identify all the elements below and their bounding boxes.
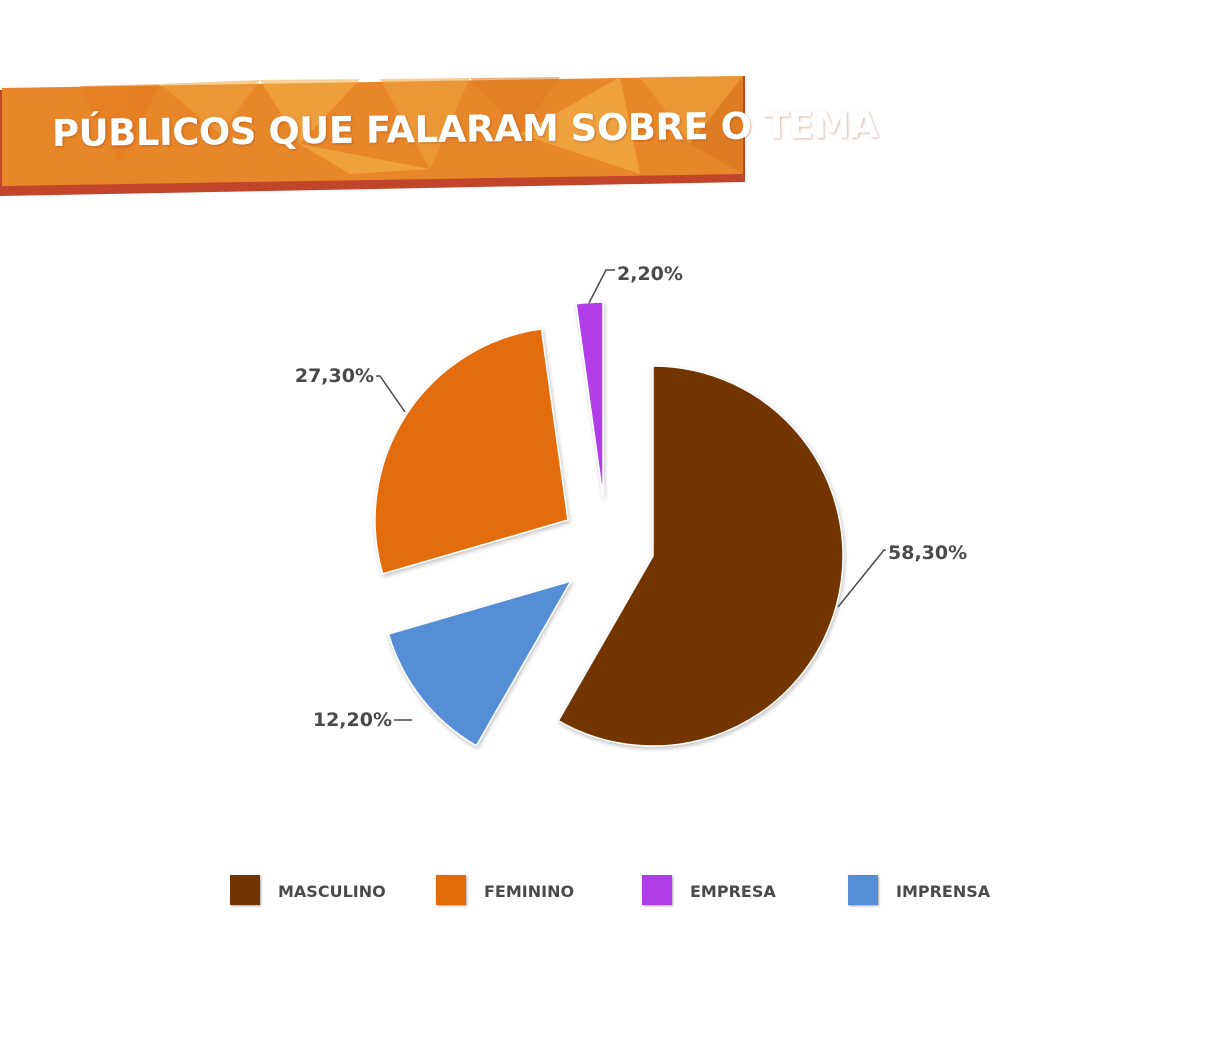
title-banner [0, 76, 745, 196]
banner-facets [80, 76, 743, 174]
pie-slice-masculino [557, 365, 844, 747]
legend-label: FEMININO [484, 882, 575, 901]
data-label: 12,20% [313, 709, 392, 731]
leader-line [837, 549, 886, 608]
pie-slice-feminino [374, 327, 569, 575]
pie-slice-imprensa [387, 579, 573, 747]
data-label: 58,30% [888, 542, 967, 564]
chart-legend: MASCULINO FEMININO EMPRESA IMPRENSA [230, 874, 1030, 910]
pie-slices [374, 301, 844, 747]
legend-swatch [848, 875, 878, 905]
legend-swatch [230, 875, 260, 905]
leader-line [588, 269, 615, 304]
legend-swatch [436, 875, 466, 905]
legend-label: MASCULINO [278, 882, 386, 901]
data-label: 27,30% [295, 365, 374, 387]
legend-label: IMPRENSA [896, 882, 991, 901]
data-label: 2,20% [617, 263, 683, 285]
pie-labels: 58,30% 12,20% 27,30% 2,20% [295, 263, 967, 731]
leader-line [376, 375, 406, 413]
pie-slice-empresa [575, 301, 604, 498]
legend-label: EMPRESA [690, 882, 776, 901]
legend-swatch [642, 875, 672, 905]
